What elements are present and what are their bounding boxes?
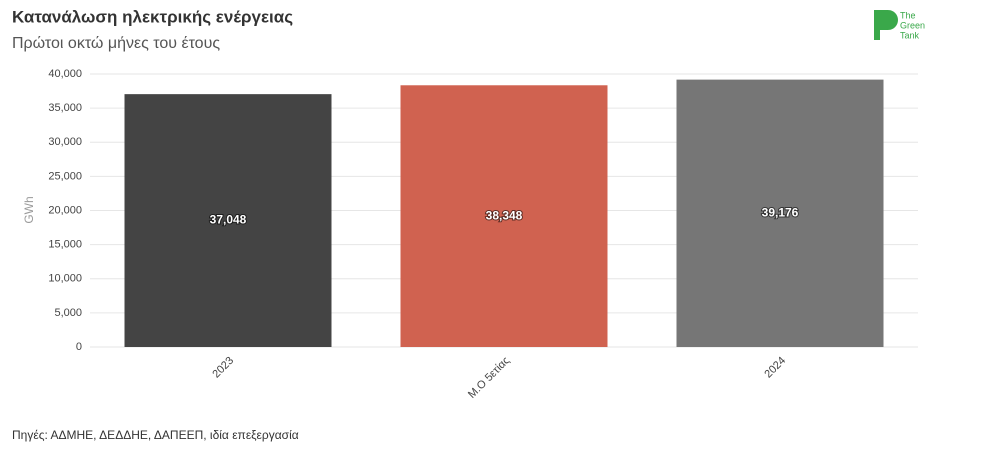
logo-text: Green bbox=[900, 20, 925, 30]
chart-subtitle: Πρώτοι οκτώ μήνες του έτους bbox=[12, 35, 220, 52]
y-tick-label: 15,000 bbox=[48, 239, 82, 251]
source-note: Πηγές: ΑΔΜΗΕ, ΔΕΔΔΗΕ, ΔΑΠΕΕΠ, ιδία επεξε… bbox=[12, 428, 299, 442]
logo-text: The bbox=[900, 10, 916, 20]
y-tick-label: 25,000 bbox=[48, 170, 82, 182]
bar bbox=[676, 79, 884, 347]
y-tick-label: 20,000 bbox=[48, 204, 82, 216]
y-tick-label: 30,000 bbox=[48, 136, 82, 148]
y-tick-label: 10,000 bbox=[48, 273, 82, 285]
y-tick-label: 5,000 bbox=[54, 307, 82, 319]
logo-text: Tank bbox=[900, 30, 920, 40]
logo: The Green Tank bbox=[874, 10, 925, 40]
y-tick-label: 40,000 bbox=[48, 68, 82, 80]
chart-title: Κατανάλωση ηλεκτρικής ενέργειας bbox=[12, 7, 293, 26]
data-label: 37,048 bbox=[210, 213, 247, 227]
x-tick-label: 2023 bbox=[210, 355, 236, 381]
x-tick-label: Μ.Ο 5ετίας bbox=[466, 355, 512, 401]
data-label: 39,176 bbox=[762, 205, 799, 219]
data-label: 38,348 bbox=[486, 208, 523, 222]
y-axis-label: GWh bbox=[22, 196, 36, 223]
logo-icon bbox=[874, 10, 898, 40]
bar bbox=[124, 94, 332, 347]
bar bbox=[400, 85, 608, 347]
y-tick-label: 0 bbox=[76, 341, 82, 353]
y-tick-label: 35,000 bbox=[48, 102, 82, 114]
x-tick-label: 2024 bbox=[762, 355, 788, 381]
